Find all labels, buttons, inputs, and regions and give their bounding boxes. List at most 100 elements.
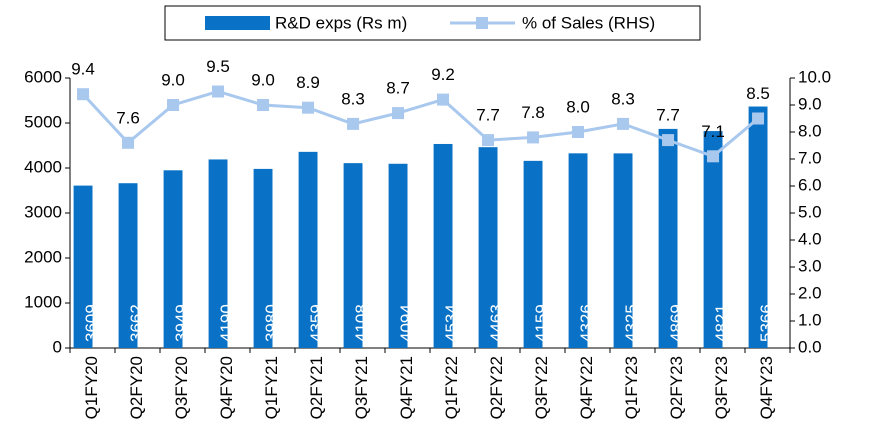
line-marker	[392, 107, 405, 120]
line-marker	[707, 150, 720, 163]
bar-value-label: 4534	[442, 304, 461, 342]
line-value-label: 8.7	[386, 79, 410, 98]
line-value-label: 9.0	[251, 70, 275, 89]
line-marker	[617, 117, 630, 130]
y2-tick-label: 7.0	[798, 148, 822, 167]
line-value-label: 7.1	[701, 122, 725, 141]
y2-tick-label: 1.0	[798, 310, 822, 329]
bar	[613, 153, 633, 348]
line-marker	[347, 117, 360, 130]
bar-value-label: 4108	[352, 304, 371, 342]
y-tick-label: 6000	[24, 67, 62, 86]
y-tick-label: 0	[53, 337, 62, 356]
line-marker	[572, 126, 585, 138]
y2-tick-label: 4.0	[798, 229, 822, 248]
x-tick-label: Q4FY23	[757, 356, 776, 419]
y2-tick-label: 2.0	[798, 283, 822, 302]
bar	[163, 170, 183, 348]
line-value-label: 9.2	[431, 65, 455, 84]
bar-value-label: 4190	[217, 304, 236, 342]
bar	[433, 143, 453, 348]
y2-tick-label: 3.0	[798, 256, 822, 275]
line-value-label: 8.5	[746, 84, 770, 103]
bar	[118, 183, 138, 348]
y-tick-label: 4000	[24, 157, 62, 176]
line-marker	[527, 131, 540, 144]
line-value-label: 9.5	[206, 57, 230, 76]
line-marker	[437, 93, 450, 106]
x-tick-label: Q2FY23	[667, 356, 686, 419]
bar	[208, 159, 228, 348]
line	[81, 89, 760, 159]
bar-value-label: 3662	[127, 304, 146, 342]
x-tick-label: Q2FY20	[127, 356, 146, 419]
y2-tick-label: 6.0	[798, 175, 822, 194]
bar-value-label: 3949	[172, 304, 191, 342]
line-value-label: 7.7	[476, 106, 500, 125]
bar-value-label: 5366	[757, 304, 776, 342]
x-tick-label: Q1FY20	[82, 356, 101, 419]
line-value-label: 8.9	[296, 73, 320, 92]
x-tick-label: Q2FY21	[307, 356, 326, 419]
line-value-label: 9.0	[161, 70, 185, 89]
y2-tick-label: 5.0	[798, 202, 822, 221]
line-marker	[482, 134, 495, 147]
y-tick-label: 3000	[24, 202, 62, 221]
y-tick-label: 5000	[24, 112, 62, 131]
line-value-label: 7.6	[116, 108, 140, 127]
x-tick-label: Q4FY22	[577, 356, 596, 419]
line-value-label: 8.3	[611, 89, 635, 108]
legend-label: R&D exps (Rs m)	[275, 13, 407, 32]
x-tick-label: Q1FY23	[622, 356, 641, 419]
bar	[523, 160, 543, 348]
bar	[748, 106, 768, 348]
bar	[343, 163, 363, 348]
bar-value-label: 4821	[712, 304, 731, 342]
bar	[253, 168, 273, 348]
line-marker	[167, 99, 180, 111]
y2-tick-label: 0.0	[798, 337, 822, 356]
x-tick-label: Q3FY23	[712, 356, 731, 419]
bar-value-label: 4359	[307, 304, 326, 342]
bar	[568, 153, 588, 348]
x-tick-label: Q3FY21	[352, 356, 371, 419]
legend-swatch	[205, 16, 270, 30]
legend-swatch	[476, 17, 488, 29]
x-tick-label: Q4FY20	[217, 356, 236, 419]
x-tick-label: Q4FY21	[397, 356, 416, 419]
bar-value-label: 4094	[397, 304, 416, 342]
bar	[703, 131, 723, 348]
line-marker	[302, 101, 315, 114]
line-marker	[122, 136, 135, 149]
line-value-label: 9.4	[71, 60, 95, 79]
bar-value-label: 4159	[532, 304, 551, 342]
bar	[478, 147, 498, 348]
y2-tick-label: 10.0	[798, 67, 831, 86]
line-marker	[77, 88, 90, 101]
y-tick-label: 1000	[24, 292, 62, 311]
line-value-label: 8.3	[341, 89, 365, 108]
bar	[298, 151, 318, 348]
bar	[73, 185, 93, 348]
x-tick-label: Q1FY22	[442, 356, 461, 419]
y2-tick-label: 9.0	[798, 94, 822, 113]
line-value-label: 7.8	[521, 103, 545, 122]
y-tick-label: 2000	[24, 247, 62, 266]
line-marker	[212, 85, 225, 98]
line-marker	[752, 112, 765, 125]
line-value-label: 7.7	[656, 106, 680, 125]
line-marker	[662, 134, 675, 147]
y2-tick-label: 8.0	[798, 121, 822, 140]
bar-value-label: 3609	[82, 304, 101, 342]
bar-value-label: 4326	[577, 304, 596, 342]
bar	[388, 163, 408, 348]
bar-value-label: 4463	[487, 304, 506, 342]
x-tick-label: Q2FY22	[487, 356, 506, 419]
line-marker	[257, 99, 270, 111]
legend-label: % of Sales (RHS)	[522, 13, 655, 32]
x-tick-label: Q3FY22	[532, 356, 551, 419]
line-value-label: 8.0	[566, 97, 590, 116]
x-tick-label: Q3FY20	[172, 356, 191, 419]
bar-value-label: 3980	[262, 304, 281, 342]
